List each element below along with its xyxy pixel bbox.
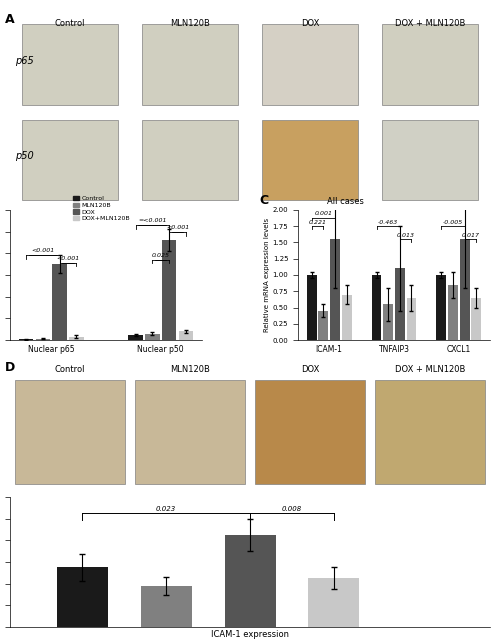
Bar — [382, 24, 478, 104]
Text: All cases: All cases — [327, 197, 364, 206]
Bar — [262, 24, 358, 104]
Y-axis label: Relative mRNA expression levels: Relative mRNA expression levels — [264, 218, 270, 332]
Bar — [135, 380, 245, 484]
Text: =<0.001: =<0.001 — [138, 218, 166, 223]
Bar — [179, 332, 194, 340]
Bar — [162, 240, 176, 340]
Bar — [142, 24, 238, 104]
Bar — [140, 586, 192, 627]
Bar — [383, 304, 393, 340]
Bar — [145, 333, 160, 340]
Bar — [128, 335, 142, 340]
Bar — [330, 239, 340, 340]
Text: A: A — [5, 13, 15, 26]
Bar — [18, 339, 33, 340]
Text: DOX: DOX — [301, 19, 319, 28]
Bar — [382, 120, 478, 200]
Legend: Control, MLN120B, DOX, DOX+MLN120B: Control, MLN120B, DOX, DOX+MLN120B — [70, 193, 132, 223]
Text: <0.001: <0.001 — [56, 255, 80, 260]
Text: Control: Control — [55, 365, 85, 374]
Bar — [306, 275, 316, 340]
Bar — [436, 275, 446, 340]
Bar — [70, 337, 84, 340]
Text: DOX + MLN120B: DOX + MLN120B — [395, 19, 465, 28]
Text: p65: p65 — [15, 56, 34, 65]
Bar — [36, 339, 50, 340]
Bar — [15, 380, 125, 484]
Text: <0.001: <0.001 — [166, 225, 190, 230]
Text: DOX + MLN120B: DOX + MLN120B — [395, 365, 465, 374]
Text: D: D — [5, 361, 15, 374]
Text: MLN120B: MLN120B — [170, 365, 210, 374]
Bar — [22, 24, 118, 104]
Text: -0.463: -0.463 — [378, 220, 398, 225]
Bar — [448, 285, 458, 340]
Text: Control: Control — [55, 19, 85, 28]
Text: DOX: DOX — [301, 365, 319, 374]
Bar — [262, 120, 358, 200]
Text: 0.008: 0.008 — [282, 506, 302, 512]
Bar — [375, 380, 485, 484]
Text: 0.013: 0.013 — [396, 233, 414, 238]
Bar — [395, 269, 405, 340]
Bar — [372, 275, 382, 340]
X-axis label: ICAM-1 expression: ICAM-1 expression — [211, 630, 289, 639]
Bar — [142, 120, 238, 200]
Bar — [22, 120, 118, 200]
Bar — [318, 311, 328, 340]
Bar — [472, 298, 482, 340]
Bar — [52, 264, 67, 340]
Bar — [460, 239, 469, 340]
Bar — [342, 294, 351, 340]
Text: 0.023: 0.023 — [156, 506, 176, 512]
Bar — [56, 568, 108, 627]
Bar — [308, 579, 360, 627]
Text: 0.017: 0.017 — [462, 233, 479, 238]
Bar — [406, 298, 416, 340]
Text: 0.001: 0.001 — [314, 211, 332, 216]
Text: MLN120B: MLN120B — [170, 19, 210, 28]
Bar — [255, 380, 365, 484]
Text: C: C — [260, 194, 268, 207]
Bar — [224, 535, 276, 627]
Text: 0.221: 0.221 — [308, 220, 326, 225]
Text: <0.001: <0.001 — [31, 248, 54, 253]
Text: p50: p50 — [15, 151, 34, 161]
Text: 0.025: 0.025 — [152, 253, 170, 258]
Text: -0.005: -0.005 — [443, 220, 463, 225]
